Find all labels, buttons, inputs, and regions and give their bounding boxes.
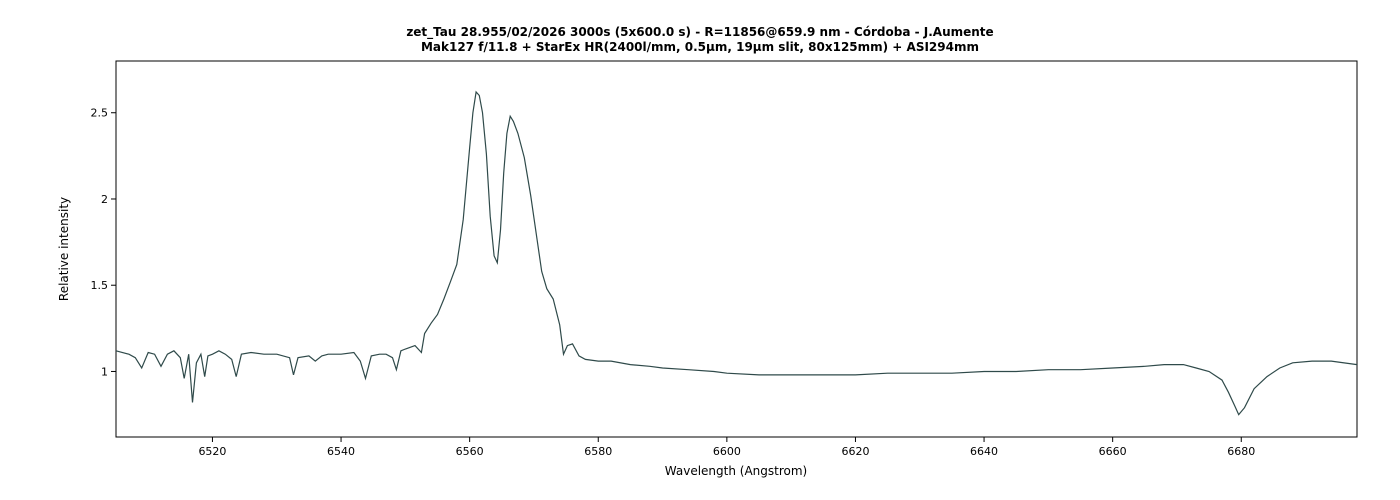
- chart-title: zet_Tau 28.955/02/2026 3000s (5x600.0 s)…: [406, 25, 994, 39]
- x-tick-label: 6620: [841, 445, 869, 458]
- x-tick-label: 6560: [456, 445, 484, 458]
- plot-frame: [115, 60, 1358, 438]
- axis-ticks: 6520 6540 6560 6580 6600 6620 6640 6660 6680 1 1.5…: [91, 107, 1256, 458]
- x-axis-label: Wavelength (Angstrom): [665, 464, 807, 478]
- y-axis-label: Relative intensity: [57, 197, 71, 301]
- x-tick-label: 6540: [327, 445, 355, 458]
- x-tick-label: 6520: [198, 445, 226, 458]
- x-tick-label: 6660: [1099, 445, 1127, 458]
- x-tick-label: 6640: [970, 445, 998, 458]
- y-tick-label: 2.5: [91, 107, 109, 120]
- chart-subtitle: Mak127 f/11.8 + StarEx HR(2400l/mm, 0.5µ…: [420, 40, 979, 54]
- x-tick-label: 6580: [584, 445, 612, 458]
- spectrum-line: [115, 90, 1358, 416]
- y-tick-label: 2: [101, 193, 108, 206]
- y-tick-label: 1.5: [91, 279, 109, 292]
- x-tick-label: 6680: [1227, 445, 1255, 458]
- y-tick-label: 1: [101, 365, 108, 378]
- x-tick-label: 6600: [713, 445, 741, 458]
